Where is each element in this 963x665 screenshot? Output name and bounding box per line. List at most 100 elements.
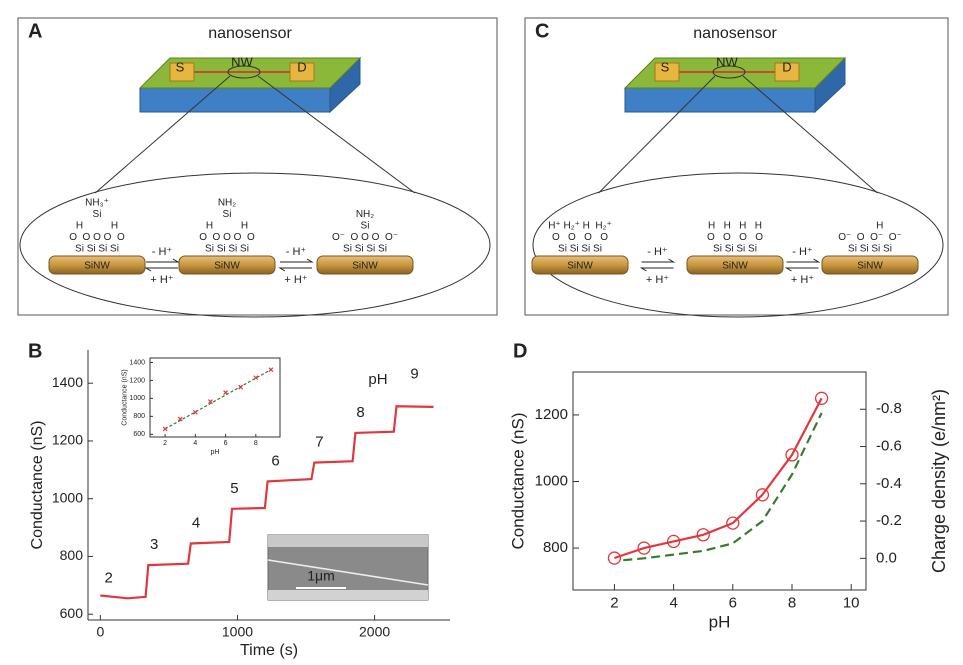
silicon-nanowire <box>48 255 146 275</box>
panel-label: D <box>513 340 527 362</box>
surface-group: Si <box>223 209 232 220</box>
data-point <box>223 390 229 395</box>
wire-label: SiNW <box>214 261 240 272</box>
arrow-back <box>278 267 312 272</box>
chip-label: D <box>297 59 306 74</box>
arrow-forward <box>641 258 676 263</box>
ph-annotation: 7 <box>315 434 323 451</box>
x-tick-label: 4 <box>193 440 197 447</box>
chip-label: NW <box>231 54 253 69</box>
zoom-ellipse <box>19 172 491 318</box>
chip-label: NW <box>716 54 738 69</box>
arrow-forward <box>786 258 821 263</box>
zoom-line <box>257 75 416 194</box>
nw-highlight <box>712 65 746 79</box>
surface-group: H H H H <box>708 221 762 232</box>
x-tick-label: 0 <box>96 623 104 639</box>
y-tick-label: 1000 <box>535 472 568 489</box>
panel-label: A <box>28 20 42 42</box>
y2-tick-label: 0.0 <box>876 549 897 566</box>
x-tick-label: 4 <box>669 594 677 611</box>
data-point <box>666 534 681 549</box>
silicon-nanowire <box>686 255 784 275</box>
surface-group: Si Si Si Si <box>848 244 892 255</box>
chip-side <box>624 87 816 113</box>
surface-group: NH₃⁺ <box>85 198 109 209</box>
surface-group: Si Si Si Si <box>75 244 119 255</box>
y-tick-label: 1200 <box>535 406 568 423</box>
y-tick-label: 800 <box>60 547 84 563</box>
x-tick-label: 2000 <box>359 623 390 639</box>
ph-annotation: 3 <box>150 536 158 553</box>
back-label: + H⁺ <box>646 274 669 286</box>
nw-highlight <box>227 65 261 79</box>
data-point <box>177 416 183 422</box>
wire-label: SiNW <box>84 261 110 272</box>
back-label: + H⁺ <box>150 274 173 286</box>
y-tick-label: 800 <box>543 539 568 556</box>
silicon-nanowire <box>531 255 629 275</box>
surface-group: Si Si Si Si <box>343 244 387 255</box>
wire-label: SiNW <box>352 261 378 272</box>
y-tick-label: 600 <box>60 605 84 621</box>
surface-group: O O O O O <box>199 232 255 243</box>
y2-tick-label: -0.2 <box>876 512 902 529</box>
surface-group: H H <box>76 221 118 232</box>
panel-label: B <box>28 340 42 362</box>
forward-label: - H⁺ <box>286 246 307 258</box>
data-point <box>755 488 770 502</box>
surface-group: NH₂ <box>218 198 236 209</box>
surface-group: Si <box>93 209 102 220</box>
ph-annotation-title: pH <box>368 371 387 388</box>
chip-label: S <box>176 59 185 74</box>
data-point <box>696 528 710 542</box>
series-line <box>614 397 823 560</box>
silicon-nanowire <box>316 255 414 275</box>
panel-label: C <box>535 20 549 42</box>
wire-label: SiNW <box>567 261 593 272</box>
arrow-back <box>784 267 819 272</box>
ph-annotation: 8 <box>356 404 364 421</box>
y2-axis-label: Charge density (e/nm²) <box>929 389 949 573</box>
arrow-back <box>639 267 674 272</box>
x-axis-label: pH <box>211 449 220 456</box>
plot-frame <box>149 357 281 438</box>
y2-tick-label: -0.8 <box>876 400 902 417</box>
chip-label: S <box>661 59 670 74</box>
y-tick-label: 1200 <box>52 432 83 448</box>
wire-label: SiNW <box>722 261 748 272</box>
x-tick-label: 8 <box>788 594 796 611</box>
y-tick-label: 1000 <box>52 489 83 505</box>
arrow-forward <box>280 258 314 263</box>
data-point <box>814 391 829 405</box>
data-point <box>268 367 274 373</box>
data-point <box>785 448 799 462</box>
surface-group: Si Si Si Si <box>558 244 602 255</box>
surface-group: Si Si Si Si <box>205 244 249 255</box>
data-point <box>208 399 213 404</box>
surface-group: H⁺ H₂⁺ H H₂⁺ <box>548 221 612 232</box>
y2-tick-label: -0.6 <box>876 437 902 454</box>
chip-label: D <box>782 59 791 74</box>
x-tick-label: 8 <box>254 440 258 447</box>
data-point <box>162 426 168 432</box>
series-line <box>164 369 272 430</box>
y-tick-label: 1000 <box>129 395 145 402</box>
sem-image-band <box>268 535 428 547</box>
y2-tick-label: -0.4 <box>876 475 902 492</box>
surface-group: O O O O <box>552 232 608 243</box>
ph-annotation: 9 <box>410 365 418 382</box>
back-label: + H⁺ <box>791 274 814 286</box>
data-point <box>238 384 244 390</box>
surface-group: O O O O O <box>69 232 125 243</box>
ph-annotation: 2 <box>105 569 113 586</box>
surface-group: NH₂ <box>356 209 374 220</box>
back-label: + H⁺ <box>284 274 307 286</box>
sem-image-band <box>268 590 428 600</box>
forward-label: - H⁺ <box>792 246 813 258</box>
x-tick-label: 2 <box>163 440 167 447</box>
data-point <box>253 375 259 381</box>
sem-nanowire <box>267 559 429 586</box>
x-tick-label: 6 <box>729 594 737 611</box>
